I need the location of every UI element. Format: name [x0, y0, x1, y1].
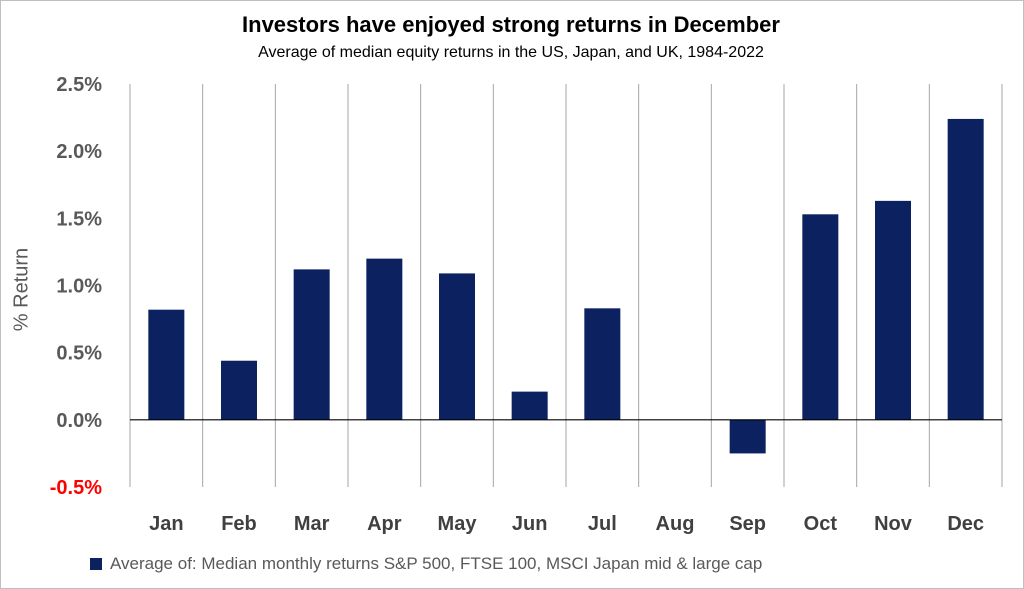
- x-tick-label: Feb: [221, 513, 257, 535]
- y-tick-label: 1.5%: [56, 208, 102, 230]
- y-tick-label: 0.5%: [56, 343, 102, 365]
- bar: [947, 118, 984, 420]
- legend: Average of: Median monthly returns S&P 5…: [90, 554, 762, 574]
- y-tick-label: 0.0%: [56, 410, 102, 432]
- x-tick-label: Sep: [729, 513, 766, 535]
- bar: [293, 269, 330, 420]
- x-tick-label: Jul: [588, 513, 617, 535]
- bar: [875, 200, 911, 420]
- y-tick-label: 1.0%: [56, 276, 102, 298]
- y-tick-label: 2.0%: [56, 141, 102, 163]
- x-tick-label: Nov: [874, 513, 913, 535]
- chart-subtitle: Average of median equity returns in the …: [258, 44, 764, 61]
- x-tick-label: Aug: [656, 513, 695, 535]
- x-tick-label: Jun: [512, 513, 548, 535]
- bar: [511, 391, 548, 420]
- bar: [802, 214, 839, 420]
- bar: [584, 308, 621, 420]
- x-tick-label: Dec: [947, 513, 984, 535]
- y-tick-label: 2.5%: [56, 74, 102, 96]
- x-tick-label: Mar: [294, 513, 330, 535]
- legend-swatch: [90, 558, 102, 570]
- x-tick-label: Jan: [149, 513, 183, 535]
- legend-label: Average of: Median monthly returns S&P 5…: [110, 554, 763, 573]
- bar: [148, 309, 185, 420]
- bar: [366, 258, 403, 420]
- bar: [439, 273, 475, 420]
- x-tick-label: Oct: [804, 513, 838, 535]
- x-tick-label: May: [438, 513, 478, 535]
- bar: [221, 360, 257, 420]
- x-tick-label: Apr: [367, 513, 402, 535]
- bar: [729, 419, 766, 454]
- chart-title: Investors have enjoyed strong returns in…: [242, 12, 780, 37]
- y-tick-label: -0.5%: [50, 477, 102, 499]
